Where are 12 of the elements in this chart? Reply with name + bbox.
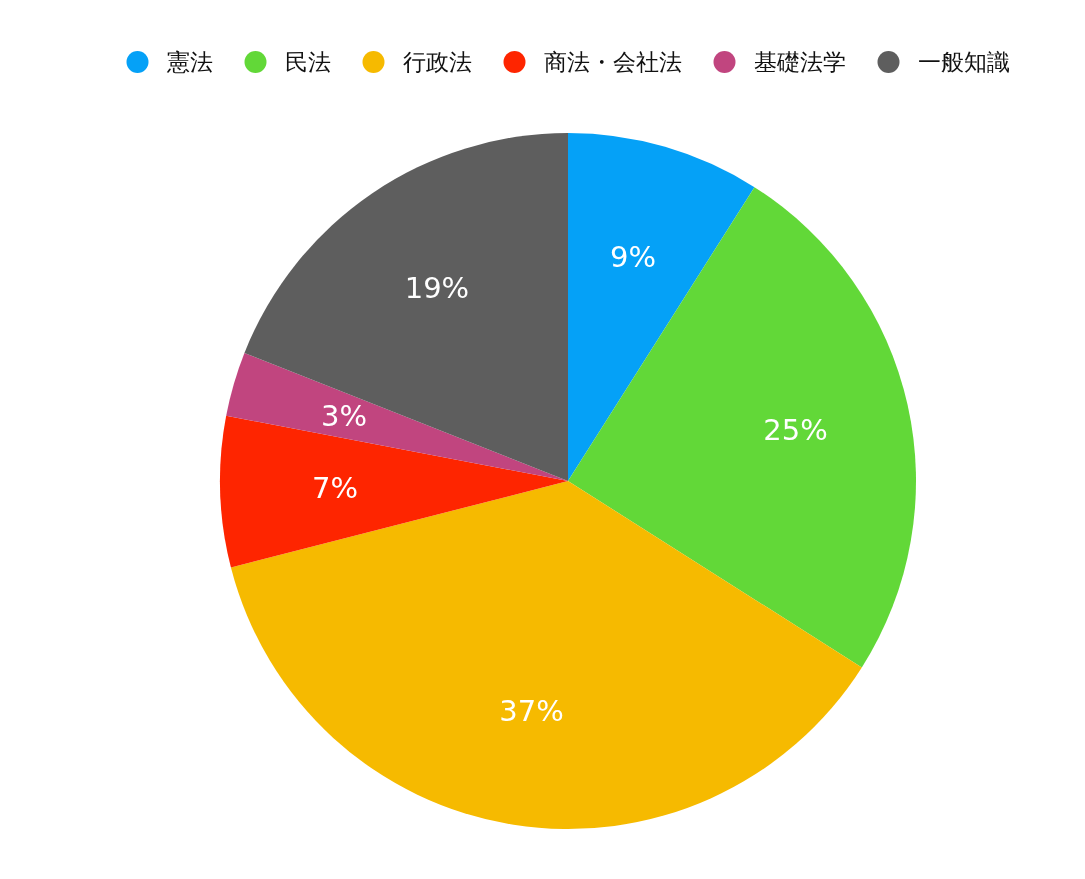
legend-label: 商法・会社法 xyxy=(543,49,682,75)
data-label: 9% xyxy=(610,240,657,275)
data-label: 19% xyxy=(404,271,470,306)
data-label: 37% xyxy=(499,694,564,729)
data-label: 7% xyxy=(311,471,358,506)
legend-label: 基礎法学 xyxy=(753,49,846,75)
legend-label: 行政法 xyxy=(402,49,472,75)
legend-label: 民法 xyxy=(284,49,331,75)
legend-label: 憲法 xyxy=(165,49,213,75)
legend-label: 一般知識 xyxy=(917,49,1010,75)
data-label: 25% xyxy=(763,413,828,448)
data-label: 3% xyxy=(321,398,368,433)
